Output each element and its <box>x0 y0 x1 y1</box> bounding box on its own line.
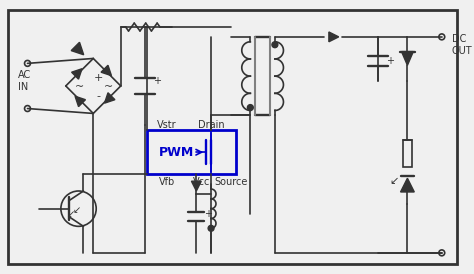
Bar <box>402 140 412 167</box>
Text: ~: ~ <box>75 82 84 92</box>
Polygon shape <box>401 52 413 65</box>
Text: AC
IN: AC IN <box>18 70 31 92</box>
Polygon shape <box>71 42 84 55</box>
Circle shape <box>272 42 278 48</box>
Text: ~: ~ <box>104 82 114 92</box>
Polygon shape <box>191 181 201 191</box>
Text: Vfb: Vfb <box>159 177 175 187</box>
Text: DC
OUT: DC OUT <box>452 34 472 56</box>
Text: Vstr: Vstr <box>157 120 177 130</box>
Polygon shape <box>329 32 339 42</box>
Text: -: - <box>96 91 100 101</box>
Text: +: + <box>93 73 103 83</box>
Text: Vcc: Vcc <box>192 177 210 187</box>
Polygon shape <box>105 93 115 103</box>
Polygon shape <box>75 96 85 107</box>
Text: Drain: Drain <box>198 120 224 130</box>
Text: +: + <box>204 209 212 219</box>
Polygon shape <box>72 69 82 79</box>
Circle shape <box>208 225 214 231</box>
Bar <box>147 130 236 174</box>
Text: PWM: PWM <box>159 146 194 159</box>
Text: ↙: ↙ <box>67 210 75 219</box>
Polygon shape <box>101 65 111 76</box>
Text: +: + <box>386 56 394 66</box>
Text: ↙: ↙ <box>389 176 398 186</box>
Text: Source: Source <box>214 177 247 187</box>
Text: +: + <box>153 76 161 86</box>
Text: ↙: ↙ <box>73 206 81 216</box>
Polygon shape <box>401 178 414 192</box>
Circle shape <box>247 105 253 110</box>
